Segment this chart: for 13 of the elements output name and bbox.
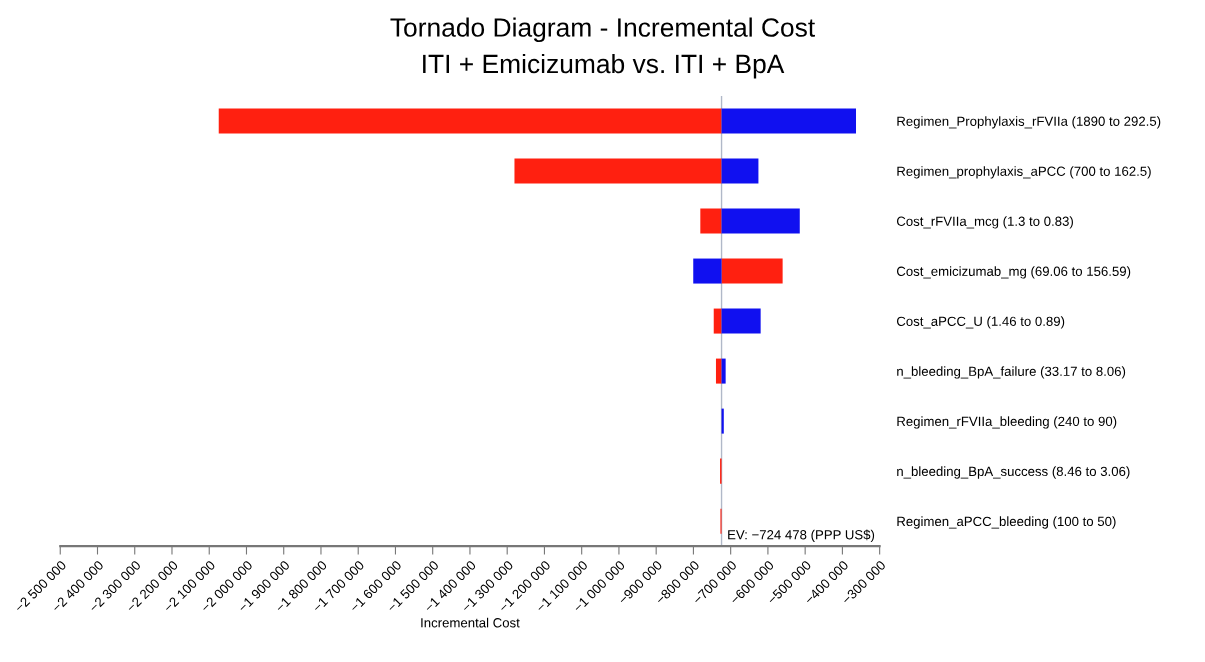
- chart-title: Tornado Diagram - Incremental Cost: [390, 17, 815, 43]
- y-tick-label: n_bleeding_BpA_failure (33.17 to 8.06): [897, 366, 1126, 379]
- y-tick-label: Regimen_prophylaxis_aPCC (700 to 162.5): [897, 166, 1151, 179]
- y-tick-label: Cost_emicizumab_mg (69.06 to 156.59): [896, 266, 1131, 279]
- y-tick-label: Regimen_aPCC_bleeding (100 to 50): [897, 516, 1116, 529]
- y-tick-label: Regimen_rFVIIa_bleeding (240 to 90): [897, 416, 1117, 429]
- chart-subtitle: ITI + Emicizumab vs. ITI + BpA: [423, 53, 785, 79]
- y-tick-label: n_bleeding_BpA_success (8.46 to 3.06): [897, 466, 1130, 479]
- ref-line-label: EV: −724 478 (PPP US$): [728, 529, 875, 542]
- y-tick-label: Cost_aPCC_U (1.46 to 0.89): [896, 316, 1065, 329]
- y-tick-label: Cost_rFVIIa_mcg (1.3 to 0.83): [896, 216, 1073, 229]
- y-tick-label: Regimen_Prophylaxis_rFVIIa (1890 to 292.5): [897, 116, 1161, 129]
- x-axis-title: Incremental Cost: [421, 617, 520, 628]
